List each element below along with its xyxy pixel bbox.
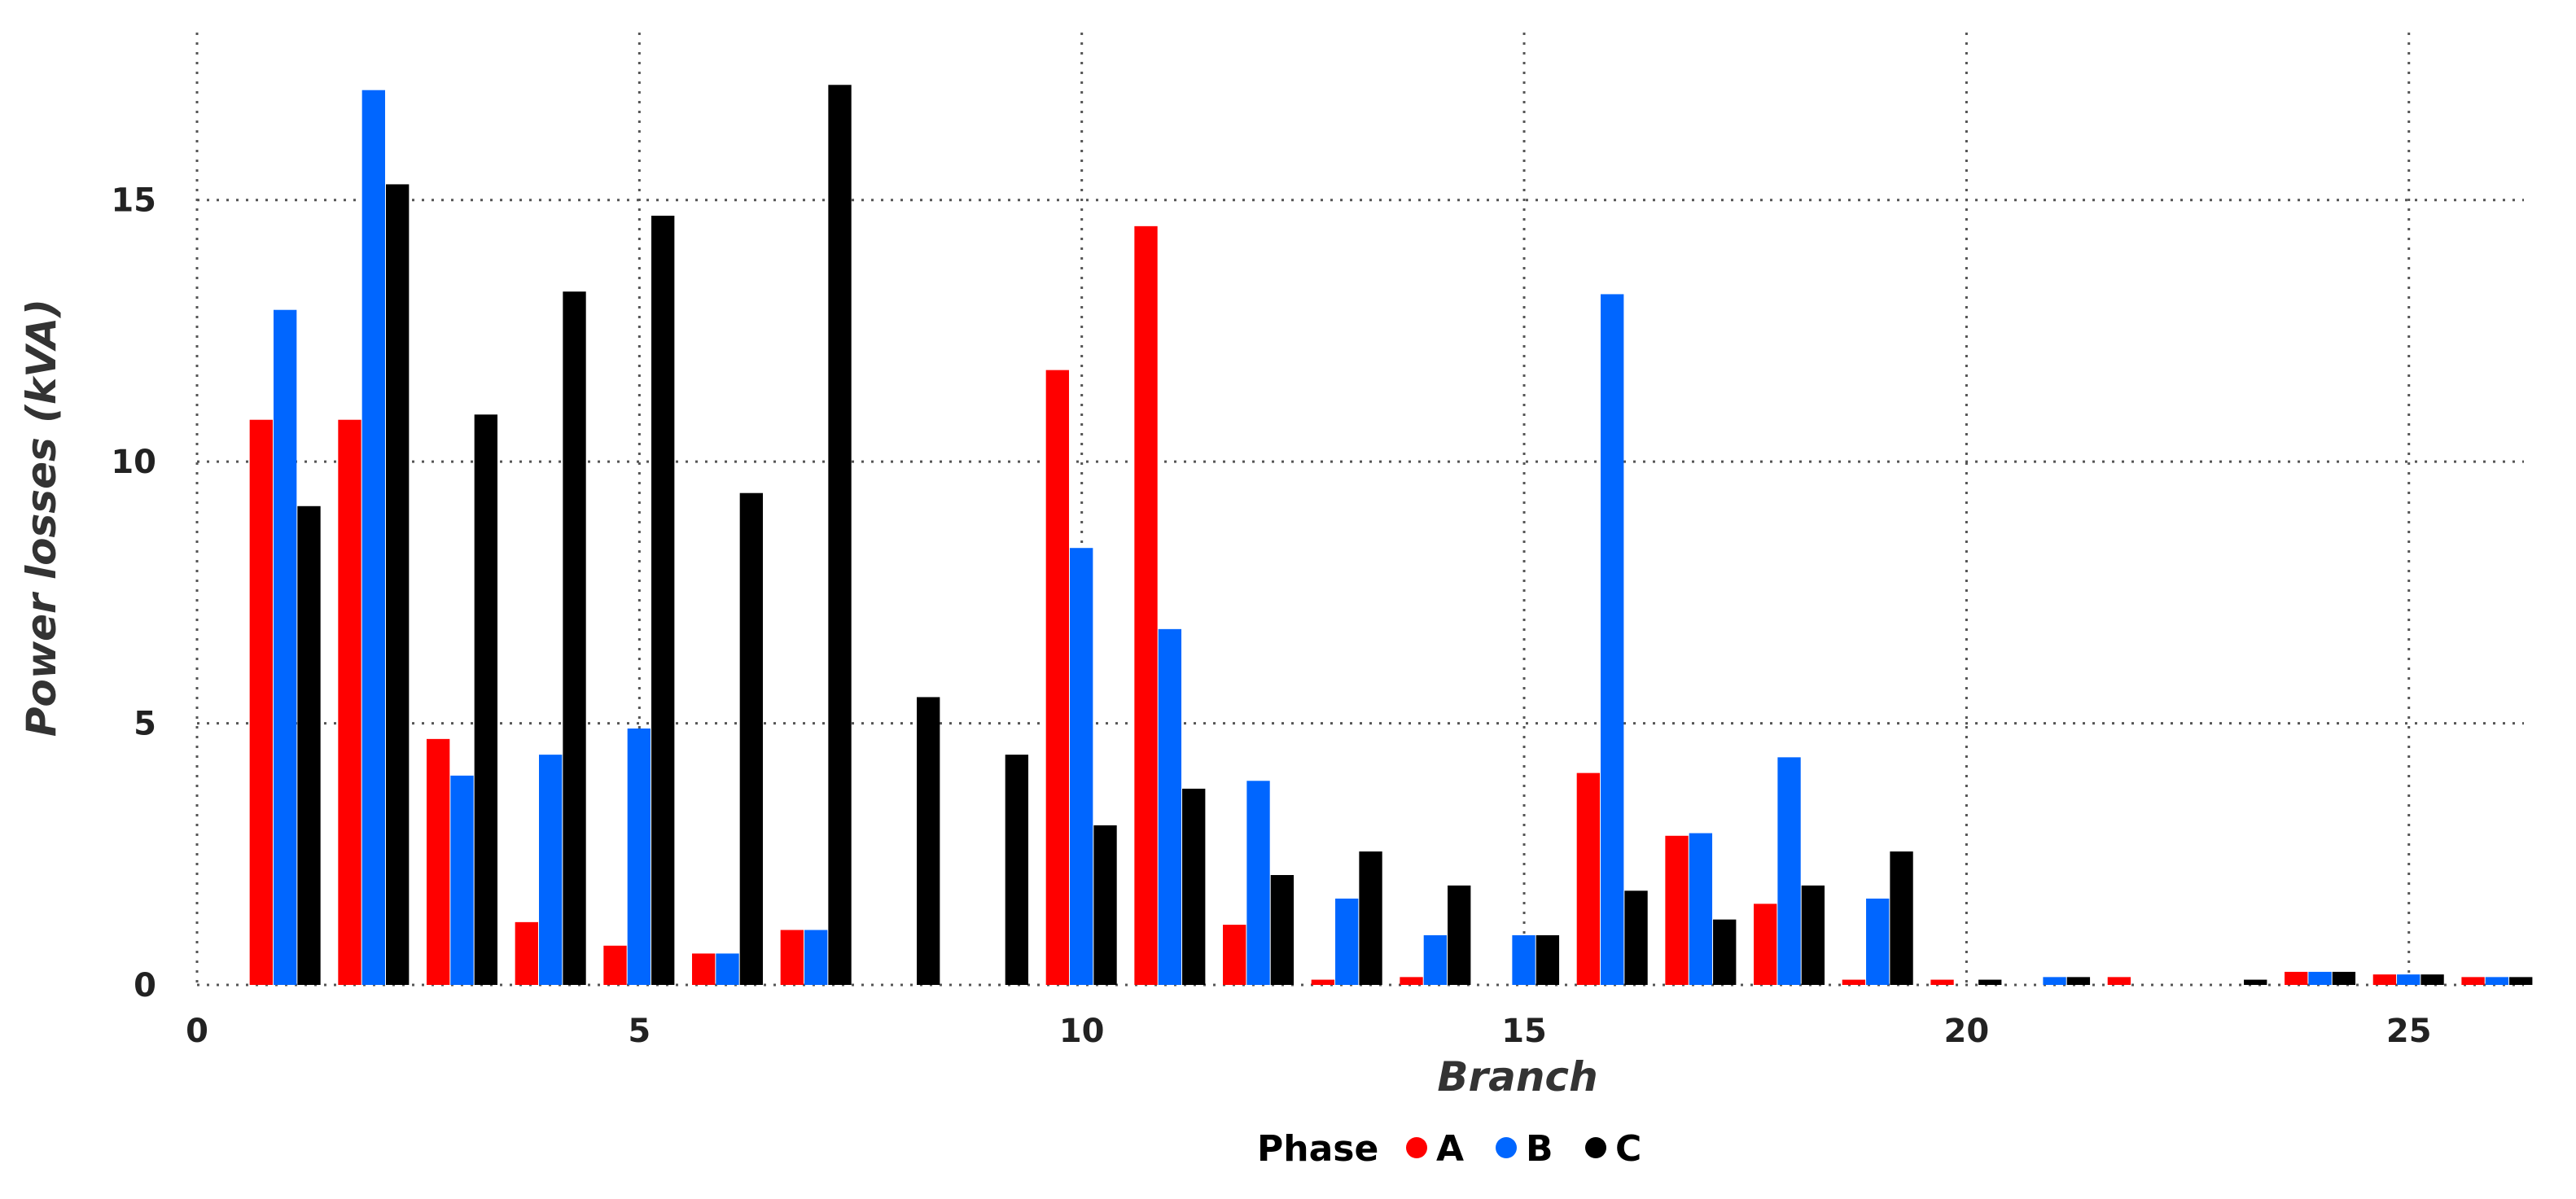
bar-phase-a bbox=[515, 921, 539, 985]
bar-phase-a bbox=[1311, 979, 1335, 985]
bar-phase-a bbox=[1665, 835, 1689, 985]
legend-title: Phase bbox=[1257, 1128, 1378, 1170]
bar-phase-c bbox=[563, 291, 586, 985]
x-tick-label: 15 bbox=[1501, 1013, 1547, 1050]
bar-phase-c bbox=[1182, 788, 1206, 985]
bar-phase-c bbox=[1448, 885, 1471, 985]
bar-phase-b bbox=[2308, 971, 2332, 985]
bar-phase-a bbox=[1134, 225, 1158, 985]
bar-phase-a bbox=[426, 738, 450, 985]
bar-phase-a bbox=[249, 419, 273, 985]
x-tick-label: 20 bbox=[1944, 1013, 1990, 1050]
y-tick-labels: 0 5 10 15 bbox=[111, 182, 156, 1004]
bar-phase-c bbox=[828, 85, 852, 985]
bar-phase-b bbox=[1689, 833, 1713, 985]
bar-phase-b bbox=[1512, 934, 1536, 985]
legend-marker-c bbox=[1585, 1137, 1606, 1158]
bar-phase-c bbox=[2066, 977, 2091, 985]
legend-label-a: A bbox=[1436, 1128, 1464, 1170]
y-tick-label: 5 bbox=[134, 706, 156, 743]
bar-phase-b bbox=[1070, 548, 1093, 985]
bar-phase-a bbox=[2461, 977, 2485, 985]
bar-phase-b bbox=[1866, 898, 1890, 985]
bar-phase-c bbox=[2332, 971, 2356, 985]
bar-phase-a bbox=[603, 945, 627, 985]
y-tick-label: 10 bbox=[111, 444, 156, 481]
bar-phase-a bbox=[1400, 977, 1423, 985]
bar-phase-c bbox=[1093, 825, 1117, 985]
bar-phase-b bbox=[450, 775, 474, 985]
bar-phase-b bbox=[273, 309, 297, 985]
x-axis-title: Branch bbox=[1437, 1053, 1597, 1101]
bar-phase-c bbox=[1890, 851, 1913, 985]
bar-phase-b bbox=[1158, 628, 1182, 985]
legend-label-b: B bbox=[1526, 1128, 1553, 1170]
x-tick-labels: 0 5 10 15 20 25 bbox=[186, 1013, 2431, 1050]
bar-phase-a bbox=[1223, 925, 1246, 985]
bar-phase-a bbox=[2285, 971, 2308, 985]
legend-marker-a bbox=[1406, 1137, 1427, 1158]
bar-phase-c bbox=[2244, 979, 2267, 985]
bar-phase-c bbox=[2420, 974, 2444, 985]
bar-phase-b bbox=[2485, 977, 2509, 985]
bar-phase-c bbox=[1624, 890, 1648, 985]
bar-phase-a bbox=[780, 930, 804, 985]
bar-phase-b bbox=[1246, 781, 1270, 985]
bar-phase-b bbox=[716, 953, 739, 985]
bar-phase-c bbox=[297, 505, 321, 985]
x-tick-label: 25 bbox=[2386, 1013, 2432, 1050]
bar-phase-c bbox=[1359, 851, 1382, 985]
bar-phase-b bbox=[804, 930, 828, 985]
bar-phase-a bbox=[2107, 977, 2131, 985]
legend: Phase A B C bbox=[1257, 1128, 1641, 1170]
bar-phase-c bbox=[2509, 977, 2533, 985]
legend-marker-b bbox=[1496, 1137, 1517, 1158]
x-tick-label: 10 bbox=[1059, 1013, 1105, 1050]
bar-phase-c bbox=[1270, 875, 1295, 985]
bar-phase-b bbox=[627, 729, 651, 985]
bar-phase-a bbox=[692, 953, 716, 985]
bar-phase-c bbox=[1536, 934, 1560, 985]
bars bbox=[249, 85, 2533, 986]
bar-phase-a bbox=[1754, 904, 1777, 985]
bar-phase-b bbox=[361, 90, 386, 986]
bar-phase-c bbox=[1713, 919, 1737, 985]
bar-phase-b bbox=[1777, 757, 1801, 985]
bar-phase-a bbox=[2372, 974, 2397, 985]
bar-phase-c bbox=[1005, 755, 1029, 985]
bar-phase-c bbox=[917, 697, 940, 985]
x-tick-label: 0 bbox=[186, 1013, 208, 1050]
bar-phase-a bbox=[1576, 772, 1601, 985]
bar-phase-b bbox=[1335, 898, 1359, 985]
bar-phase-c bbox=[1801, 885, 1825, 985]
bar-phase-b bbox=[1601, 294, 1624, 985]
bar-phase-c bbox=[474, 414, 498, 985]
bar-phase-a bbox=[338, 419, 361, 985]
bar-phase-b bbox=[539, 755, 563, 985]
bar-phase-b bbox=[2397, 974, 2420, 985]
bar-phase-c bbox=[386, 184, 410, 985]
x-tick-label: 5 bbox=[628, 1013, 651, 1050]
y-tick-label: 15 bbox=[111, 182, 156, 220]
bar-phase-b bbox=[2043, 977, 2066, 985]
bar-phase-a bbox=[1930, 979, 1954, 985]
y-tick-label: 0 bbox=[134, 967, 156, 1004]
bar-phase-c bbox=[651, 216, 675, 985]
bar-phase-b bbox=[1423, 934, 1448, 985]
y-axis-title: Power losses (kVA) bbox=[18, 299, 65, 737]
legend-label-c: C bbox=[1615, 1128, 1641, 1170]
bar-phase-c bbox=[1978, 979, 2002, 985]
bar-phase-c bbox=[739, 492, 764, 985]
bar-phase-a bbox=[1045, 370, 1070, 986]
bar-phase-a bbox=[1842, 979, 1866, 985]
